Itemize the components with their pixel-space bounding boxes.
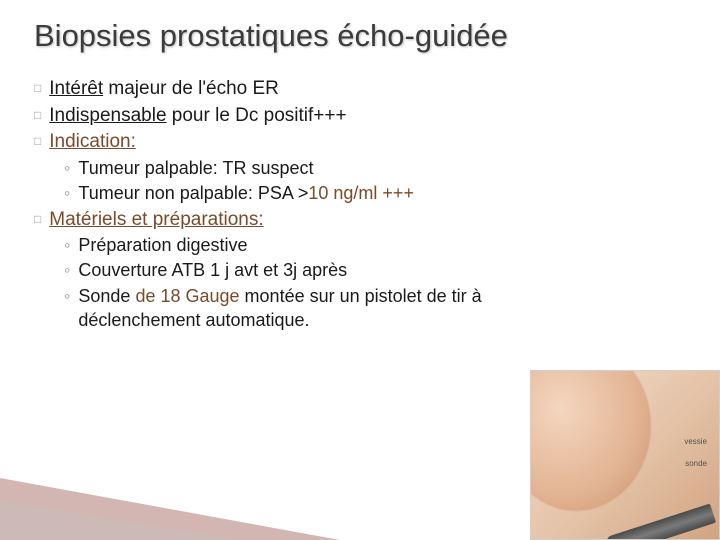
slide: Biopsies prostatiques écho-guidée □ Inté… bbox=[0, 0, 720, 540]
illus-label-sonde: sonde bbox=[685, 459, 707, 468]
square-bullet-icon: □ bbox=[34, 107, 41, 123]
sub-text: Tumeur non palpable: PSA >10 ng/ml +++ bbox=[78, 181, 414, 205]
tissue-shape-icon bbox=[530, 370, 651, 511]
circle-bullet-icon: ◦ bbox=[64, 181, 70, 205]
square-bullet-icon: □ bbox=[34, 133, 41, 149]
lead-underline: Indispensable bbox=[49, 105, 166, 126]
bullet-indispensable: □ Indispensable pour le Dc positif+++ bbox=[34, 103, 686, 129]
sub-tumeur-non-palpable: ◦ Tumeur non palpable: PSA >10 ng/ml +++ bbox=[64, 181, 686, 205]
anatomy-illustration: vessie sonde bbox=[530, 370, 720, 540]
lead-underline: Matériels et préparations: bbox=[49, 209, 263, 230]
square-bullet-icon: □ bbox=[34, 80, 41, 96]
slide-title: Biopsies prostatiques écho-guidée bbox=[34, 18, 686, 54]
sub-text: Sonde de 18 Gauge montée sur un pistolet… bbox=[78, 284, 584, 333]
bullet-text: Matériels et préparations: bbox=[49, 207, 263, 233]
circle-bullet-icon: ◦ bbox=[64, 233, 70, 257]
bullet-materiels: □ Matériels et préparations: bbox=[34, 207, 686, 233]
lead-underline: Indication: bbox=[49, 131, 136, 152]
sub-couverture-atb: ◦ Couverture ATB 1 j avt et 3j après bbox=[64, 258, 686, 282]
sub-text: Tumeur palpable: TR suspect bbox=[78, 156, 313, 180]
lead-underline: Intérêt bbox=[49, 78, 103, 99]
sub-tumeur-palpable: ◦ Tumeur palpable: TR suspect bbox=[64, 156, 686, 180]
circle-bullet-icon: ◦ bbox=[64, 284, 70, 308]
sub-preparation-digestive: ◦ Préparation digestive bbox=[64, 233, 686, 257]
content-body: □ Intérêt majeur de l'écho ER □ Indispen… bbox=[34, 76, 686, 332]
sub-text: Préparation digestive bbox=[78, 233, 247, 257]
circle-bullet-icon: ◦ bbox=[64, 156, 70, 180]
bullet-interet: □ Intérêt majeur de l'écho ER bbox=[34, 76, 686, 102]
square-bullet-icon: □ bbox=[34, 211, 41, 227]
sub-sonde-gauge: ◦ Sonde de 18 Gauge montée sur un pistol… bbox=[64, 284, 584, 333]
bullet-text: Indication: bbox=[49, 129, 136, 155]
bullet-text: Indispensable pour le Dc positif+++ bbox=[49, 103, 346, 129]
probe-icon bbox=[605, 503, 716, 540]
decorative-wedge-light-icon bbox=[0, 500, 240, 540]
circle-bullet-icon: ◦ bbox=[64, 258, 70, 282]
illus-label-vessie: vessie bbox=[684, 437, 707, 446]
bullet-text: Intérêt majeur de l'écho ER bbox=[49, 76, 279, 102]
bullet-indication: □ Indication: bbox=[34, 129, 686, 155]
sub-text: Couverture ATB 1 j avt et 3j après bbox=[78, 258, 347, 282]
